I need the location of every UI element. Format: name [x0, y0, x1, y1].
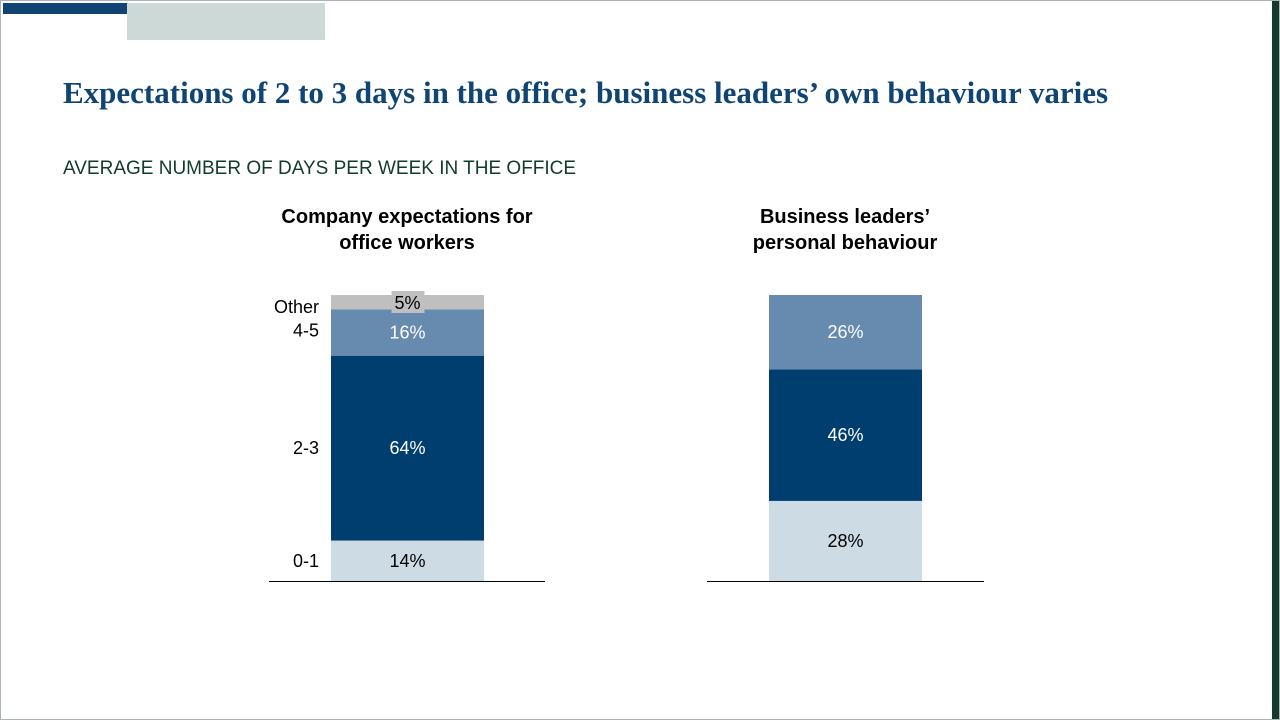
series-label: 4-5 — [293, 320, 319, 340]
data-label: 14% — [389, 551, 425, 571]
data-label: 16% — [389, 323, 425, 343]
bar-segment-0-1 — [331, 540, 484, 581]
bar-segment-segment-1 — [769, 500, 922, 581]
series-label: Other — [274, 297, 319, 317]
slide-title: Expectations of 2 to 3 days in the offic… — [63, 75, 1109, 110]
bar-segment-4-5 — [331, 309, 484, 356]
chart-title-company-expectations: Company expectations for office workers — [281, 206, 533, 254]
data-label: 64% — [389, 438, 425, 458]
data-label: 46% — [827, 425, 863, 445]
chart-title-leaders-behaviour: Business leaders’ personal behaviour — [752, 206, 938, 254]
right-edge-bar — [1272, 1, 1279, 719]
data-label: 26% — [827, 322, 863, 342]
data-label: 28% — [827, 531, 863, 551]
header-accent-block — [127, 3, 325, 40]
data-label: 5% — [394, 293, 420, 313]
bar-segment-2-3 — [331, 355, 484, 541]
slide-subtitle: AVERAGE NUMBER OF DAYS PER WEEK IN THE O… — [63, 158, 577, 179]
series-label: 2-3 — [293, 438, 319, 458]
bar-segment-segment-2 — [769, 369, 922, 501]
series-label: 0-1 — [293, 551, 319, 571]
header-accent-bar — [3, 3, 237, 14]
bar-segment-segment-3 — [769, 295, 922, 370]
data-label-box — [391, 291, 425, 313]
